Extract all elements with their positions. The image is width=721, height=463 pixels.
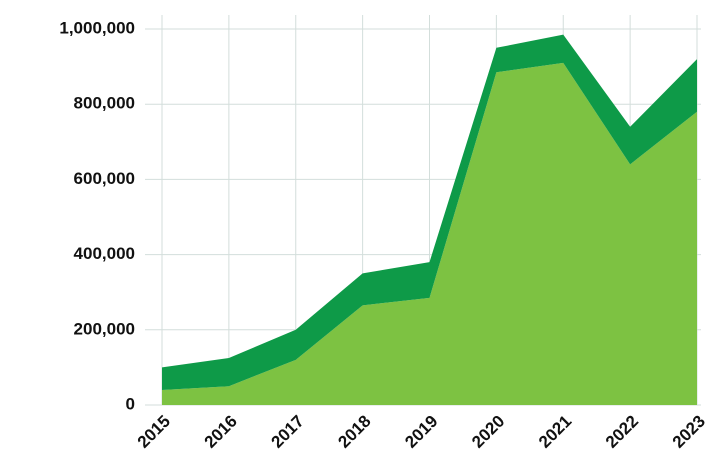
y-tick-label: 200,000 xyxy=(74,319,135,338)
x-tick-label: 2019 xyxy=(401,412,441,452)
x-tick-label: 2015 xyxy=(134,412,174,452)
y-tick-label: 600,000 xyxy=(74,169,135,188)
x-tick-label: 2017 xyxy=(268,412,308,452)
x-tick-label: 2023 xyxy=(669,412,709,452)
y-tick-label: 1,000,000 xyxy=(59,18,135,37)
y-tick-label: 400,000 xyxy=(74,244,135,263)
x-tick-label: 2021 xyxy=(535,412,575,452)
x-tick-label: 2020 xyxy=(468,412,508,452)
y-tick-label: 800,000 xyxy=(74,94,135,113)
x-tick-label: 2018 xyxy=(334,412,374,452)
x-tick-label: 2016 xyxy=(201,412,241,452)
page: {"chart_data": {"type": "stacked_area", … xyxy=(0,0,721,463)
y-tick-label: 0 xyxy=(126,394,135,413)
chart: 0 200,000 400,000 600,000 800,000 1,000,000 20… xyxy=(0,0,721,463)
x-tick-label: 2022 xyxy=(602,412,642,452)
